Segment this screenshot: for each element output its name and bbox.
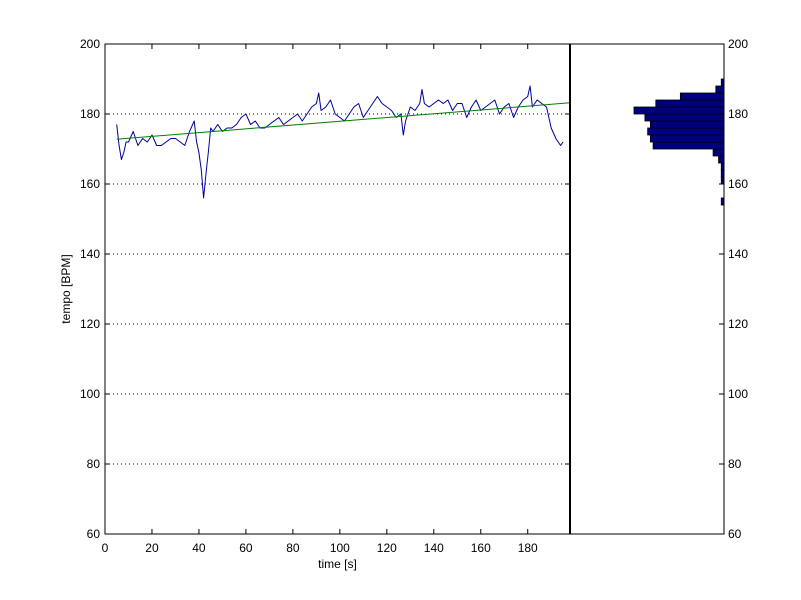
horizontal-gridlines bbox=[105, 113, 570, 465]
y-tick-label: 180 bbox=[80, 107, 100, 121]
x-tick-label: 40 bbox=[192, 541, 206, 555]
x-tick-label: 100 bbox=[330, 541, 350, 555]
histogram-bar bbox=[679, 92, 725, 101]
histogram-bar bbox=[644, 113, 725, 122]
y-tick-label: 120 bbox=[80, 317, 100, 331]
x-tick-label: 140 bbox=[424, 541, 444, 555]
y-tick-label: 160 bbox=[80, 177, 100, 191]
main-axes-frame bbox=[104, 43, 571, 535]
histogram-y-tick-label: 120 bbox=[728, 317, 748, 331]
histogram-bar bbox=[649, 134, 725, 143]
tempo-line-chart: 0 20 40 60 80 100 120 140 160 180 60 80 100 120 140 16… bbox=[59, 37, 571, 571]
y-tick-label: 140 bbox=[80, 247, 100, 261]
x-axis-label: time [s] bbox=[318, 557, 357, 571]
x-ticks: 0 20 40 60 80 100 120 140 160 180 bbox=[102, 44, 538, 555]
tempo-series-line bbox=[116, 85, 564, 199]
x-tick-label: 20 bbox=[145, 541, 159, 555]
x-tick-label: 160 bbox=[471, 541, 491, 555]
trend-line bbox=[116, 102, 571, 140]
y-tick-label: 80 bbox=[87, 457, 101, 471]
tempo-histogram: 60 80 100 120 140 160 180 200 bbox=[569, 37, 748, 541]
histogram-bar bbox=[655, 99, 725, 108]
histogram-bar bbox=[633, 106, 725, 115]
histogram-bar bbox=[715, 85, 725, 94]
x-tick-label: 80 bbox=[286, 541, 300, 555]
histogram-bars bbox=[633, 78, 725, 206]
histogram-bar bbox=[712, 148, 725, 157]
histogram-y-tick-label: 80 bbox=[728, 457, 742, 471]
y-ticks: 60 80 100 120 140 160 180 200 bbox=[80, 37, 570, 541]
x-tick-label: 120 bbox=[377, 541, 397, 555]
y-tick-label: 100 bbox=[80, 387, 100, 401]
histogram-y-tick-label: 100 bbox=[728, 387, 748, 401]
x-tick-label: 60 bbox=[239, 541, 253, 555]
histogram-y-tick-label: 140 bbox=[728, 247, 748, 261]
histogram-bar bbox=[647, 127, 725, 136]
y-axis-label: tempo [BPM] bbox=[59, 254, 73, 323]
y-tick-label: 200 bbox=[80, 37, 100, 51]
histogram-y-tick-label: 180 bbox=[728, 107, 748, 121]
histogram-bar bbox=[652, 141, 725, 150]
histogram-y-ticks: 60 80 100 120 140 160 180 200 bbox=[719, 37, 748, 541]
x-tick-label: 180 bbox=[518, 541, 538, 555]
series-layer bbox=[116, 85, 571, 199]
x-tick-label: 0 bbox=[102, 541, 109, 555]
histogram-y-tick-label: 60 bbox=[728, 527, 742, 541]
histogram-bar bbox=[718, 155, 725, 164]
histogram-bar bbox=[649, 120, 725, 129]
y-tick-label: 60 bbox=[87, 527, 101, 541]
histogram-axes-frame bbox=[569, 43, 725, 535]
histogram-y-tick-label: 200 bbox=[728, 37, 748, 51]
histogram-y-tick-label: 160 bbox=[728, 177, 748, 191]
